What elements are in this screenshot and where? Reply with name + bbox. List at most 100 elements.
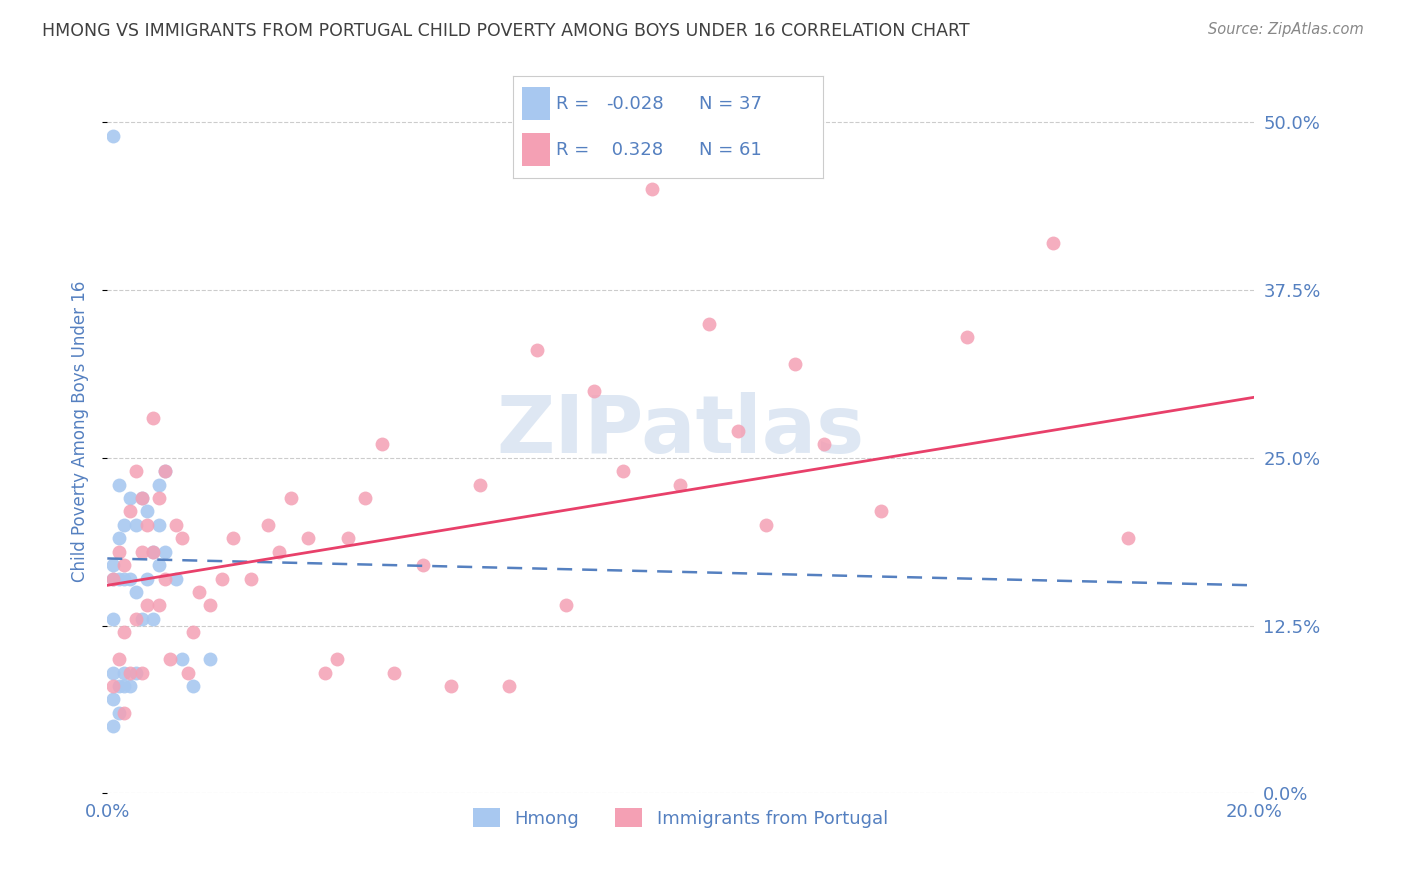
Point (148, 558, 170, 573)
Point (101, 692, 124, 706)
Point (101, 558, 124, 573)
Point (181, 625, 204, 640)
Point (101, 128, 124, 143)
Point (101, 572, 124, 586)
Point (755, 517, 778, 532)
Point (114, 558, 136, 573)
Point (125, 517, 148, 532)
Point (176, 665, 198, 680)
Point (148, 491, 170, 505)
Point (325, 652, 347, 666)
Point (269, 545, 291, 559)
Point (612, 464, 634, 478)
Point (956, 330, 979, 344)
Point (222, 531, 245, 545)
Point (136, 517, 159, 532)
Text: HMONG VS IMMIGRANTS FROM PORTUGAL CHILD POVERTY AMONG BOYS UNDER 16 CORRELATION : HMONG VS IMMIGRANTS FROM PORTUGAL CHILD … (42, 22, 970, 40)
Point (188, 585, 211, 599)
Point (371, 437, 394, 451)
Point (170, 652, 193, 666)
Point (142, 545, 165, 559)
Point (468, 477, 491, 491)
Point (114, 665, 136, 680)
Point (412, 558, 434, 573)
Text: R =: R = (557, 141, 589, 159)
Point (131, 612, 153, 626)
Point (337, 531, 360, 545)
Point (727, 424, 749, 438)
Point (211, 572, 233, 586)
Point (131, 491, 153, 505)
Point (382, 665, 405, 680)
Point (136, 572, 159, 586)
Point (142, 410, 165, 425)
Point (107, 706, 129, 720)
Point (440, 679, 463, 693)
Point (114, 517, 136, 532)
Point (697, 317, 720, 331)
Point (526, 343, 548, 358)
Text: ZIPatlas: ZIPatlas (496, 392, 865, 470)
Point (669, 477, 692, 491)
Point (498, 679, 520, 693)
Point (120, 491, 142, 505)
Point (101, 679, 124, 693)
Text: R =: R = (557, 95, 589, 112)
Point (148, 517, 170, 532)
Point (200, 599, 222, 613)
Point (114, 679, 136, 693)
Point (136, 599, 159, 613)
Point (354, 491, 377, 505)
Point (148, 477, 170, 491)
Point (131, 545, 153, 559)
Point (107, 545, 129, 559)
Point (153, 572, 176, 586)
Point (101, 572, 124, 586)
Point (107, 679, 129, 693)
Point (125, 612, 148, 626)
Bar (523, 87, 550, 120)
Point (120, 679, 142, 693)
Point (148, 599, 170, 613)
Point (813, 437, 835, 451)
Point (783, 357, 806, 371)
Point (101, 719, 124, 733)
Text: -0.028: -0.028 (606, 95, 664, 112)
Point (153, 464, 176, 478)
Point (159, 652, 181, 666)
Text: Source: ZipAtlas.com: Source: ZipAtlas.com (1208, 22, 1364, 37)
Bar (523, 133, 550, 166)
Point (165, 572, 187, 586)
Point (142, 545, 165, 559)
Point (107, 477, 129, 491)
Point (280, 491, 302, 505)
Point (1116, 531, 1139, 545)
Point (554, 599, 576, 613)
Point (107, 652, 129, 666)
Point (120, 504, 142, 518)
Point (239, 572, 262, 586)
Point (641, 182, 664, 196)
Point (131, 491, 153, 505)
Point (256, 517, 278, 532)
Point (142, 612, 165, 626)
Point (583, 384, 606, 398)
Point (153, 545, 176, 559)
Point (181, 679, 204, 693)
Text: N = 61: N = 61 (699, 141, 762, 159)
Point (101, 665, 124, 680)
Point (107, 572, 129, 586)
Point (870, 504, 893, 518)
Point (200, 652, 222, 666)
Point (314, 665, 336, 680)
Point (114, 572, 136, 586)
Point (170, 531, 193, 545)
Point (136, 504, 159, 518)
Point (153, 464, 176, 478)
Legend: Hmong, Immigrants from Portugal: Hmong, Immigrants from Portugal (465, 801, 896, 835)
Point (120, 665, 142, 680)
Point (131, 665, 153, 680)
Text: 0.328: 0.328 (606, 141, 664, 159)
Point (101, 612, 124, 626)
Point (114, 706, 136, 720)
